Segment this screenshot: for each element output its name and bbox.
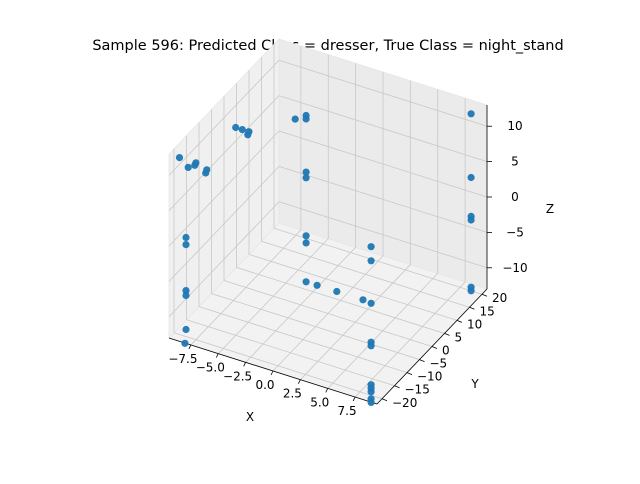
- data-point: [182, 233, 190, 242]
- data-point: [182, 241, 190, 249]
- x-tick-mark: [352, 396, 356, 402]
- y-tick-mark: [431, 346, 438, 349]
- y-tick-label: −20: [392, 396, 417, 410]
- z-tick-label: −10: [502, 261, 527, 275]
- z-gridline: [278, 130, 488, 198]
- x-tick-label: −2.5: [223, 369, 252, 383]
- data-point: [302, 115, 310, 123]
- y-gridline: [261, 240, 470, 308]
- data-point: [238, 126, 246, 134]
- z-gridline: [168, 166, 280, 282]
- data-point: [182, 291, 190, 300]
- data-point: [302, 278, 310, 286]
- z-gridline: [168, 59, 280, 176]
- x-axis-label: X: [246, 410, 254, 424]
- y-gridline: [236, 267, 445, 334]
- y-tick-label: −15: [405, 383, 430, 397]
- z-gridline: [278, 95, 488, 162]
- x-tick-mark: [325, 388, 329, 393]
- grid-lines: [168, 44, 488, 400]
- z-tick-label: 0: [511, 190, 519, 204]
- data-point: [467, 173, 475, 182]
- y-tick-mark: [394, 385, 400, 389]
- axis-lines: [168, 105, 492, 405]
- z-gridline: [278, 201, 488, 269]
- x-tick-mark: [243, 362, 246, 367]
- y-tick-label: −5: [430, 357, 448, 371]
- z-tick-label: 10: [507, 119, 522, 133]
- data-point: [367, 299, 375, 307]
- z-axis-label: Z: [546, 202, 554, 216]
- y-tick-mark: [456, 319, 463, 323]
- data-point: [175, 154, 184, 162]
- data-point: [467, 216, 475, 224]
- x-tick-label: −5.0: [196, 361, 225, 375]
- y-gridline: [186, 319, 395, 387]
- data-point: [302, 232, 310, 240]
- data-point: [245, 128, 253, 136]
- y-tick-label: −10: [417, 370, 442, 384]
- data-point: [367, 243, 375, 251]
- y-tick-label: 20: [492, 291, 507, 305]
- data-point: [181, 339, 189, 347]
- z-gridline: [168, 130, 280, 247]
- y-tick-mark: [481, 293, 488, 297]
- y-tick-mark: [444, 333, 450, 336]
- x-tick-mark: [270, 370, 274, 376]
- data-point: [467, 110, 475, 118]
- data-point: [232, 123, 240, 132]
- x-tick-label: 7.5: [338, 404, 357, 418]
- z-gridline: [278, 166, 488, 233]
- x-tick-mark: [188, 344, 192, 350]
- data-point: [367, 384, 375, 392]
- data-point: [367, 398, 375, 406]
- y-gridline: [273, 227, 483, 295]
- tick-labels: −7.5−5.0−2.50.02.55.07.5−20−15−10−505101…: [168, 119, 527, 418]
- y-gridline: [173, 332, 383, 400]
- data-point: [302, 168, 310, 176]
- data-point: [367, 257, 375, 265]
- data-point: [313, 281, 321, 289]
- y-axis-label: Y: [470, 377, 479, 391]
- y-gridline: [198, 306, 408, 374]
- y-tick-label: 15: [480, 304, 495, 318]
- data-point: [302, 174, 310, 182]
- y-gridline: [211, 293, 420, 360]
- z-tick-label: −5: [506, 225, 524, 239]
- x-tick-label: 5.0: [310, 395, 329, 409]
- x-tick-mark: [298, 379, 301, 384]
- y-tick-label: 0: [442, 344, 450, 358]
- x-tick-label: 0.0: [255, 378, 274, 392]
- data-point: [367, 338, 375, 346]
- y-tick-mark: [406, 372, 413, 376]
- data-points: [175, 110, 475, 406]
- z-gridline: [168, 95, 280, 211]
- x-tick-mark: [215, 353, 219, 358]
- y-gridline: [223, 280, 433, 347]
- y-tick-label: 5: [455, 330, 463, 344]
- data-point: [467, 287, 475, 295]
- data-point: [359, 296, 367, 304]
- y-gridline: [248, 253, 458, 321]
- data-point: [302, 239, 310, 247]
- chart-title: Sample 596: Predicted Class = dresser, T…: [92, 38, 563, 54]
- data-point: [184, 163, 192, 171]
- z-tick-label: 5: [511, 155, 519, 169]
- y-tick-mark: [469, 306, 475, 310]
- data-point: [203, 166, 211, 174]
- data-point: [333, 287, 341, 296]
- y-tick-mark: [419, 359, 425, 362]
- data-point: [291, 115, 299, 123]
- data-point: [192, 159, 200, 167]
- x-tick-label: 2.5: [283, 387, 302, 401]
- x-tick-label: −7.5: [168, 352, 197, 366]
- y-tick-label: 10: [467, 317, 482, 331]
- data-point: [182, 325, 190, 334]
- z-gridline: [278, 59, 488, 127]
- y-tick-mark: [381, 398, 388, 402]
